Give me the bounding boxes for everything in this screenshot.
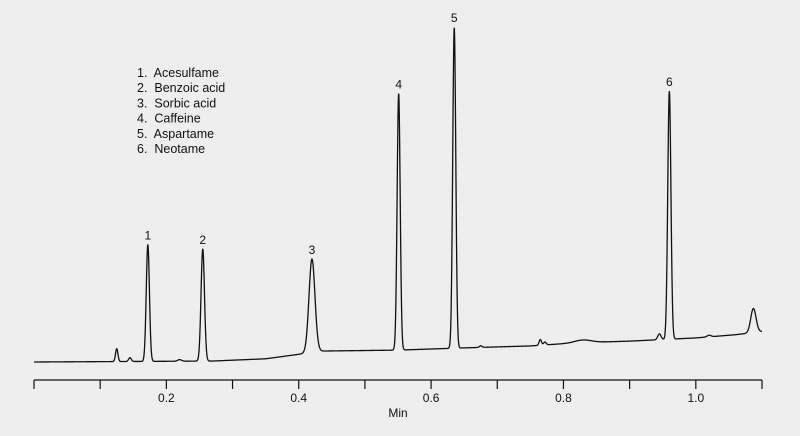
x-tick-label: 1.0	[687, 391, 704, 405]
x-axis-label: Min	[388, 406, 407, 420]
x-tick-label: 0.4	[290, 391, 307, 405]
peak-labels: 1 2 3 4 5 6	[144, 11, 673, 257]
legend-entry: 5. Aspartame	[137, 127, 214, 141]
peak-label-4: 4	[395, 77, 402, 91]
peak-label-1: 1	[144, 229, 151, 243]
legend-entry: 1. Acesulfame	[137, 66, 219, 80]
peak-label-3: 3	[309, 243, 316, 257]
legend-entry: 2. Benzoic acid	[137, 81, 225, 95]
x-axis-ticks	[33, 380, 763, 389]
legend-entry: 4. Caffeine	[137, 112, 201, 126]
x-tick-label: 0.6	[423, 391, 440, 405]
legend-entry: 6. Neotame	[137, 142, 205, 156]
peak-label-2: 2	[199, 233, 206, 247]
x-axis-tick-labels: 0.2 0.4 0.6 0.8 1.0	[158, 391, 704, 405]
chromatogram-trace	[34, 27, 763, 363]
x-tick-label: 0.8	[555, 391, 572, 405]
legend-entry: 3. Sorbic acid	[137, 96, 216, 110]
x-tick-label: 0.2	[158, 391, 175, 405]
peak-label-5: 5	[451, 11, 458, 25]
peak-label-6: 6	[666, 75, 673, 89]
